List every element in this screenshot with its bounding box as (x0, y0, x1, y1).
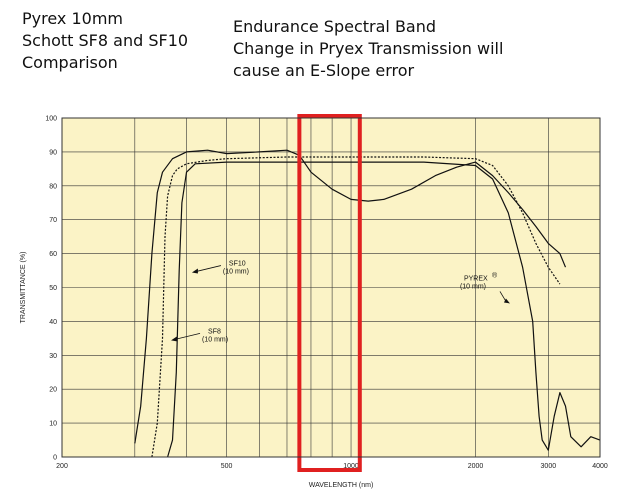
x-tick-label: 3000 (541, 463, 557, 470)
y-tick-label: 100 (45, 116, 57, 123)
y-tick-label: 90 (49, 149, 57, 156)
series-line-sf8 (151, 156, 561, 458)
y-tick-label: 50 (49, 285, 57, 292)
y-tick-label: 10 (49, 421, 57, 428)
left-title: Pyrex 10mm Schott SF8 and SF10 Compariso… (22, 8, 188, 74)
sf8-label: SF8 (208, 328, 221, 335)
series-line-pyrex (134, 149, 567, 444)
x-tick-label: 4000 (592, 463, 608, 470)
sf10-sublabel: (10 mm) (223, 269, 249, 276)
tick-labels: 0 10 20 30 40 50 60 70 80 90 100 200 500 1000 2000 3000… (45, 116, 608, 471)
right-title-line-2: Change in Pryex Transmission will (233, 39, 504, 58)
right-title: Endurance Spectral Band Change in Pryex … (233, 16, 503, 82)
sf8-label-leader (174, 332, 201, 340)
y-tick-label: 30 (49, 353, 57, 360)
sf8-arrowhead (171, 336, 178, 342)
pyrex-label-leader (499, 291, 507, 302)
right-title-line-3: cause an E-Slope error (233, 61, 415, 80)
left-title-line-1: Pyrex 10mm (22, 9, 123, 28)
endurance-band-highlight (297, 114, 362, 472)
sf8-sublabel: (10 mm) (202, 336, 228, 343)
pyrex-arrowhead (503, 298, 510, 304)
y-axis-title: TRANSMITTANCE (%) (20, 252, 27, 324)
x-tick-label: 1000 (343, 463, 359, 470)
sf10-label-leader (195, 265, 222, 272)
x-tick-label: 2000 (468, 463, 484, 470)
pyrex-sublabel: (10 mm) (460, 283, 486, 290)
y-tick-label: 70 (49, 217, 57, 224)
x-tick-label: 200 (56, 463, 68, 470)
sf10-arrowhead (191, 268, 198, 274)
x-tick-label: 500 (221, 463, 233, 470)
pyrex-registered-mark: ® (492, 271, 498, 279)
y-tick-label: 0 (53, 455, 57, 462)
series-line-sf10 (167, 161, 601, 458)
y-tick-label: 60 (49, 251, 57, 258)
plot-frame (61, 117, 601, 458)
sf10-label: SF10 (229, 261, 246, 268)
y-tick-label: 40 (49, 319, 57, 326)
series-lines (134, 149, 601, 458)
left-title-line-3: Comparison (22, 53, 118, 72)
y-tick-label: 20 (49, 387, 57, 394)
annotations: SF10(10 mm)SF8(10 mm)PYREX ®(10 mm) (171, 261, 510, 343)
right-title-line-1: Endurance Spectral Band (233, 17, 437, 36)
y-tick-label: 80 (49, 183, 57, 190)
left-title-line-2: Schott SF8 and SF10 (22, 31, 189, 50)
x-axis-title: WAVELENGTH (nm) (309, 482, 374, 489)
pyrex-label: PYREX (464, 275, 488, 282)
